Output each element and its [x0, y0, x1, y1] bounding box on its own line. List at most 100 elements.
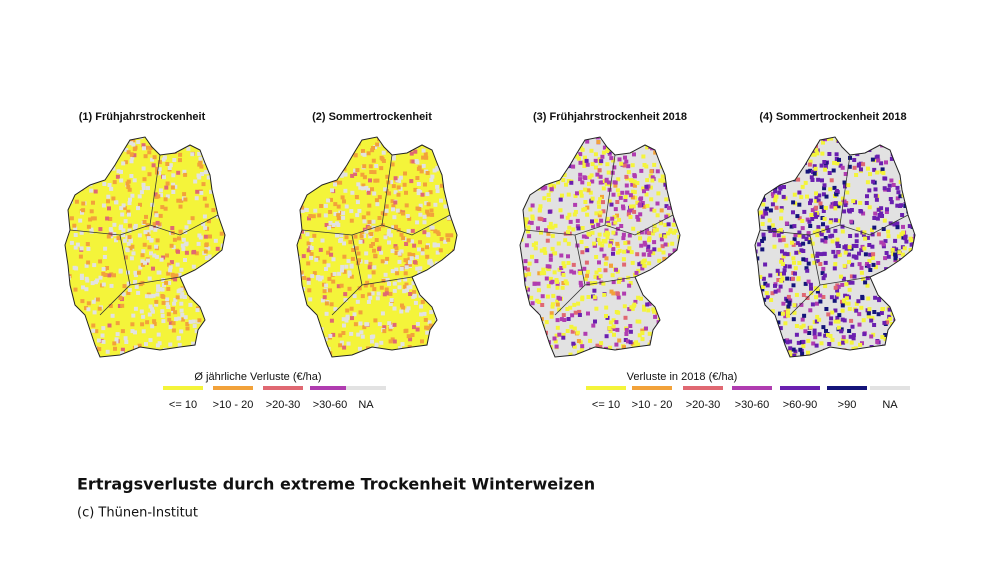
map-cell	[881, 242, 886, 247]
map-cell	[525, 150, 530, 155]
map-cell	[83, 161, 87, 166]
map-cell	[522, 291, 527, 296]
map-cell	[340, 268, 344, 273]
map-cell	[867, 243, 872, 247]
map-cell	[326, 263, 331, 268]
map-cell	[349, 306, 354, 311]
map-cell	[900, 282, 905, 287]
map-cell	[374, 198, 379, 203]
map-cell	[153, 192, 158, 197]
map-cell	[665, 340, 670, 345]
map-cell	[900, 252, 905, 257]
map-cell	[65, 185, 68, 190]
map-cell	[561, 335, 566, 340]
map-cell	[415, 160, 420, 165]
map-cell	[301, 311, 306, 316]
map-cell	[663, 223, 668, 227]
map-cell	[79, 157, 84, 162]
map-cell	[805, 144, 810, 149]
map-cell	[226, 160, 230, 164]
map-cell	[917, 279, 921, 283]
map-cell	[200, 275, 205, 280]
map-cell	[796, 139, 801, 144]
map-cell	[615, 188, 620, 193]
map-cell	[849, 219, 854, 224]
map-cell	[548, 354, 553, 357]
map-cell	[114, 238, 118, 243]
map-cell	[853, 254, 858, 259]
map-cell	[524, 302, 529, 307]
map-cell	[624, 332, 629, 336]
map-cell	[122, 205, 127, 210]
map-cell	[179, 287, 184, 292]
map-cell	[292, 161, 296, 165]
map-cell	[667, 205, 671, 210]
map-cell	[388, 327, 393, 332]
map-cell	[461, 252, 465, 256]
map-cell	[520, 250, 521, 255]
map-cell	[895, 185, 900, 190]
map-cell	[808, 224, 813, 228]
map-cell	[867, 205, 872, 210]
map-cell	[534, 241, 538, 246]
map-cell	[592, 288, 597, 293]
map-cell	[675, 306, 680, 311]
map-cell	[624, 174, 629, 179]
map-cell	[520, 145, 521, 150]
map-cell	[610, 273, 615, 278]
map-cell	[109, 283, 114, 288]
map-cell	[599, 247, 604, 252]
map-cell	[353, 153, 358, 158]
map-cell	[520, 262, 521, 267]
map-cell	[857, 137, 861, 140]
map-cell	[457, 276, 461, 280]
map-cell	[391, 184, 396, 189]
map-cell	[779, 216, 784, 221]
map-cell	[897, 268, 902, 273]
map-cell	[598, 344, 603, 349]
map-cell	[613, 220, 618, 225]
map-cell	[773, 189, 778, 194]
map-cell	[889, 360, 893, 364]
map-cell	[225, 291, 229, 295]
map-cell	[138, 202, 142, 207]
map-cell	[597, 260, 601, 265]
map-cell	[416, 189, 421, 193]
map-cell	[540, 137, 545, 142]
map-cell	[805, 144, 810, 149]
map-cell	[549, 139, 554, 144]
map-cell	[770, 137, 774, 141]
map-cell	[379, 340, 384, 345]
map-cell	[848, 142, 853, 147]
map-cell	[820, 216, 825, 220]
map-cell	[206, 175, 211, 180]
map-cell	[906, 266, 910, 271]
map-cell	[188, 302, 193, 307]
map-cell	[907, 224, 912, 229]
map-cell	[678, 170, 680, 174]
map-cell	[102, 182, 107, 186]
map-cell	[879, 240, 884, 245]
map-cell	[546, 231, 551, 236]
legend-label: >10 - 20	[632, 399, 673, 411]
map-cell	[549, 311, 554, 316]
map-cell	[583, 331, 588, 336]
map-cell	[555, 282, 560, 287]
map-cell	[582, 175, 587, 180]
map-cell	[791, 347, 796, 352]
map-cell	[170, 185, 175, 190]
map-cell	[408, 139, 413, 144]
map-cell	[515, 219, 519, 223]
map-cell	[174, 317, 179, 322]
map-cell	[182, 295, 187, 299]
map-cell	[128, 197, 132, 202]
map-cell	[398, 209, 403, 214]
map-cell	[893, 266, 898, 271]
map-cell	[678, 201, 680, 206]
map-cell	[390, 269, 395, 274]
map-cell	[561, 333, 566, 337]
map-cell	[772, 148, 777, 153]
map-cell	[658, 178, 663, 183]
map-cell	[362, 152, 367, 157]
map-cell	[817, 231, 822, 236]
